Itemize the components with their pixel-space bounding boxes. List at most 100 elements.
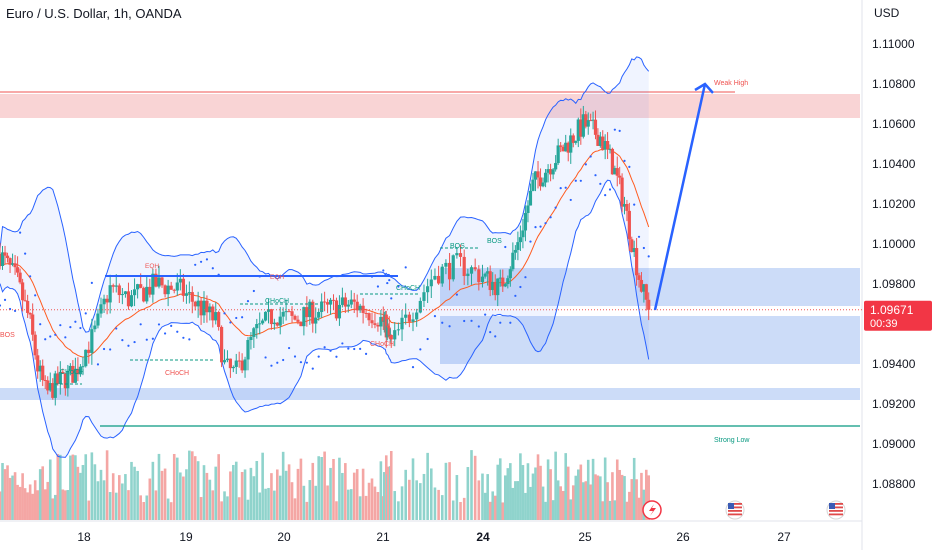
sar-dot xyxy=(3,298,7,301)
candle-body xyxy=(473,267,477,270)
volume-bar xyxy=(630,479,634,520)
volume-bar xyxy=(599,476,602,520)
candle-body xyxy=(367,313,371,321)
sar-dot xyxy=(44,338,47,341)
candle-body xyxy=(469,267,474,274)
volume-bar xyxy=(234,461,238,520)
volume-bar xyxy=(511,487,515,520)
volume-bar xyxy=(571,485,575,520)
zone-demand xyxy=(440,316,860,364)
volume-bar xyxy=(551,500,555,520)
volume-bar xyxy=(196,461,200,520)
sar-dot xyxy=(69,326,72,329)
candle-body xyxy=(225,358,230,361)
candle-body xyxy=(610,148,615,175)
candle-body xyxy=(66,370,70,389)
volume-bar xyxy=(404,469,407,520)
candle-body xyxy=(28,312,32,315)
bollinger-fill xyxy=(0,56,649,458)
sar-dot xyxy=(477,325,480,328)
sar-dot xyxy=(13,309,17,313)
volume-bar xyxy=(160,470,164,520)
volume-bar xyxy=(320,456,323,520)
price-tick-label: 1.11000 xyxy=(872,37,915,51)
candle-body xyxy=(328,299,333,305)
sar-dot xyxy=(49,335,52,338)
sar-dot xyxy=(564,186,567,189)
candle-body xyxy=(184,293,189,296)
candle-body xyxy=(437,275,441,284)
candle-body xyxy=(455,253,459,256)
candle-body xyxy=(596,134,600,146)
flag-stripe xyxy=(728,506,742,509)
volume-bar xyxy=(108,492,112,520)
volume-bar xyxy=(329,467,332,520)
sar-dot xyxy=(448,325,451,328)
lightning-icon[interactable] xyxy=(642,500,662,520)
volume-bar xyxy=(26,492,29,520)
candle-body xyxy=(199,300,203,316)
candle-body xyxy=(217,312,221,327)
volume-bar xyxy=(389,451,393,520)
volume-bar xyxy=(628,491,631,520)
candle-body xyxy=(373,323,377,325)
choch-label: CHoCH xyxy=(165,370,189,377)
volume-bar xyxy=(564,453,568,520)
sar-dot xyxy=(397,285,400,288)
candle-body xyxy=(208,306,212,313)
volume-bar xyxy=(105,450,109,520)
candle-body xyxy=(569,135,573,153)
price-tick-label: 1.10200 xyxy=(872,197,916,211)
volume-bar xyxy=(481,473,484,520)
candle-body xyxy=(498,277,502,279)
us-flag-icon[interactable] xyxy=(826,500,846,520)
volume-bar xyxy=(488,501,492,520)
us-flag-icon[interactable] xyxy=(725,500,745,520)
volume-bar xyxy=(623,476,626,520)
volume-bar xyxy=(448,462,451,520)
volume-bar xyxy=(302,485,306,520)
candle-body xyxy=(396,329,400,331)
candle-body xyxy=(549,169,553,175)
candle-body xyxy=(605,141,610,150)
volume-bar xyxy=(96,481,100,520)
volume-bar xyxy=(114,492,118,520)
sar-dot xyxy=(411,366,415,369)
candle-body xyxy=(647,299,651,310)
candle-body xyxy=(343,297,347,307)
volume-bar xyxy=(79,472,82,520)
candle-body xyxy=(228,358,232,369)
sar-dot xyxy=(270,364,273,367)
time-tick-label: 26 xyxy=(676,530,690,544)
annotations-layer: Weak High Strong Low EQH EQH BOS BOS BOS CHoCH C… xyxy=(0,80,862,444)
candle-body xyxy=(139,284,143,288)
sar-dot xyxy=(170,324,173,327)
sar-dot xyxy=(642,246,645,250)
candle-body xyxy=(73,368,77,383)
volume-bar xyxy=(584,481,588,520)
sar-dot xyxy=(628,165,631,168)
volume-bar xyxy=(202,465,206,520)
candle-body xyxy=(263,311,268,321)
sar-dot xyxy=(499,321,502,324)
candle-body xyxy=(581,114,585,137)
strong-low-label: Strong Low xyxy=(714,437,750,444)
candle-body xyxy=(78,366,83,375)
sar-dot xyxy=(574,179,577,182)
candle-body xyxy=(23,300,27,302)
volume-bar xyxy=(246,499,250,520)
candle-body xyxy=(518,237,522,243)
candle-body xyxy=(8,258,12,265)
sar-dot xyxy=(484,313,487,316)
candle-body xyxy=(546,169,550,173)
candle-body xyxy=(426,286,430,293)
volume-bar xyxy=(51,498,55,520)
volume-bar xyxy=(84,454,88,520)
volume-bar xyxy=(498,458,502,520)
volume-bar xyxy=(514,481,517,520)
volume-bar xyxy=(46,481,50,520)
candle-body xyxy=(346,304,350,307)
volume-bar xyxy=(370,478,374,520)
volume-bar xyxy=(566,466,570,520)
